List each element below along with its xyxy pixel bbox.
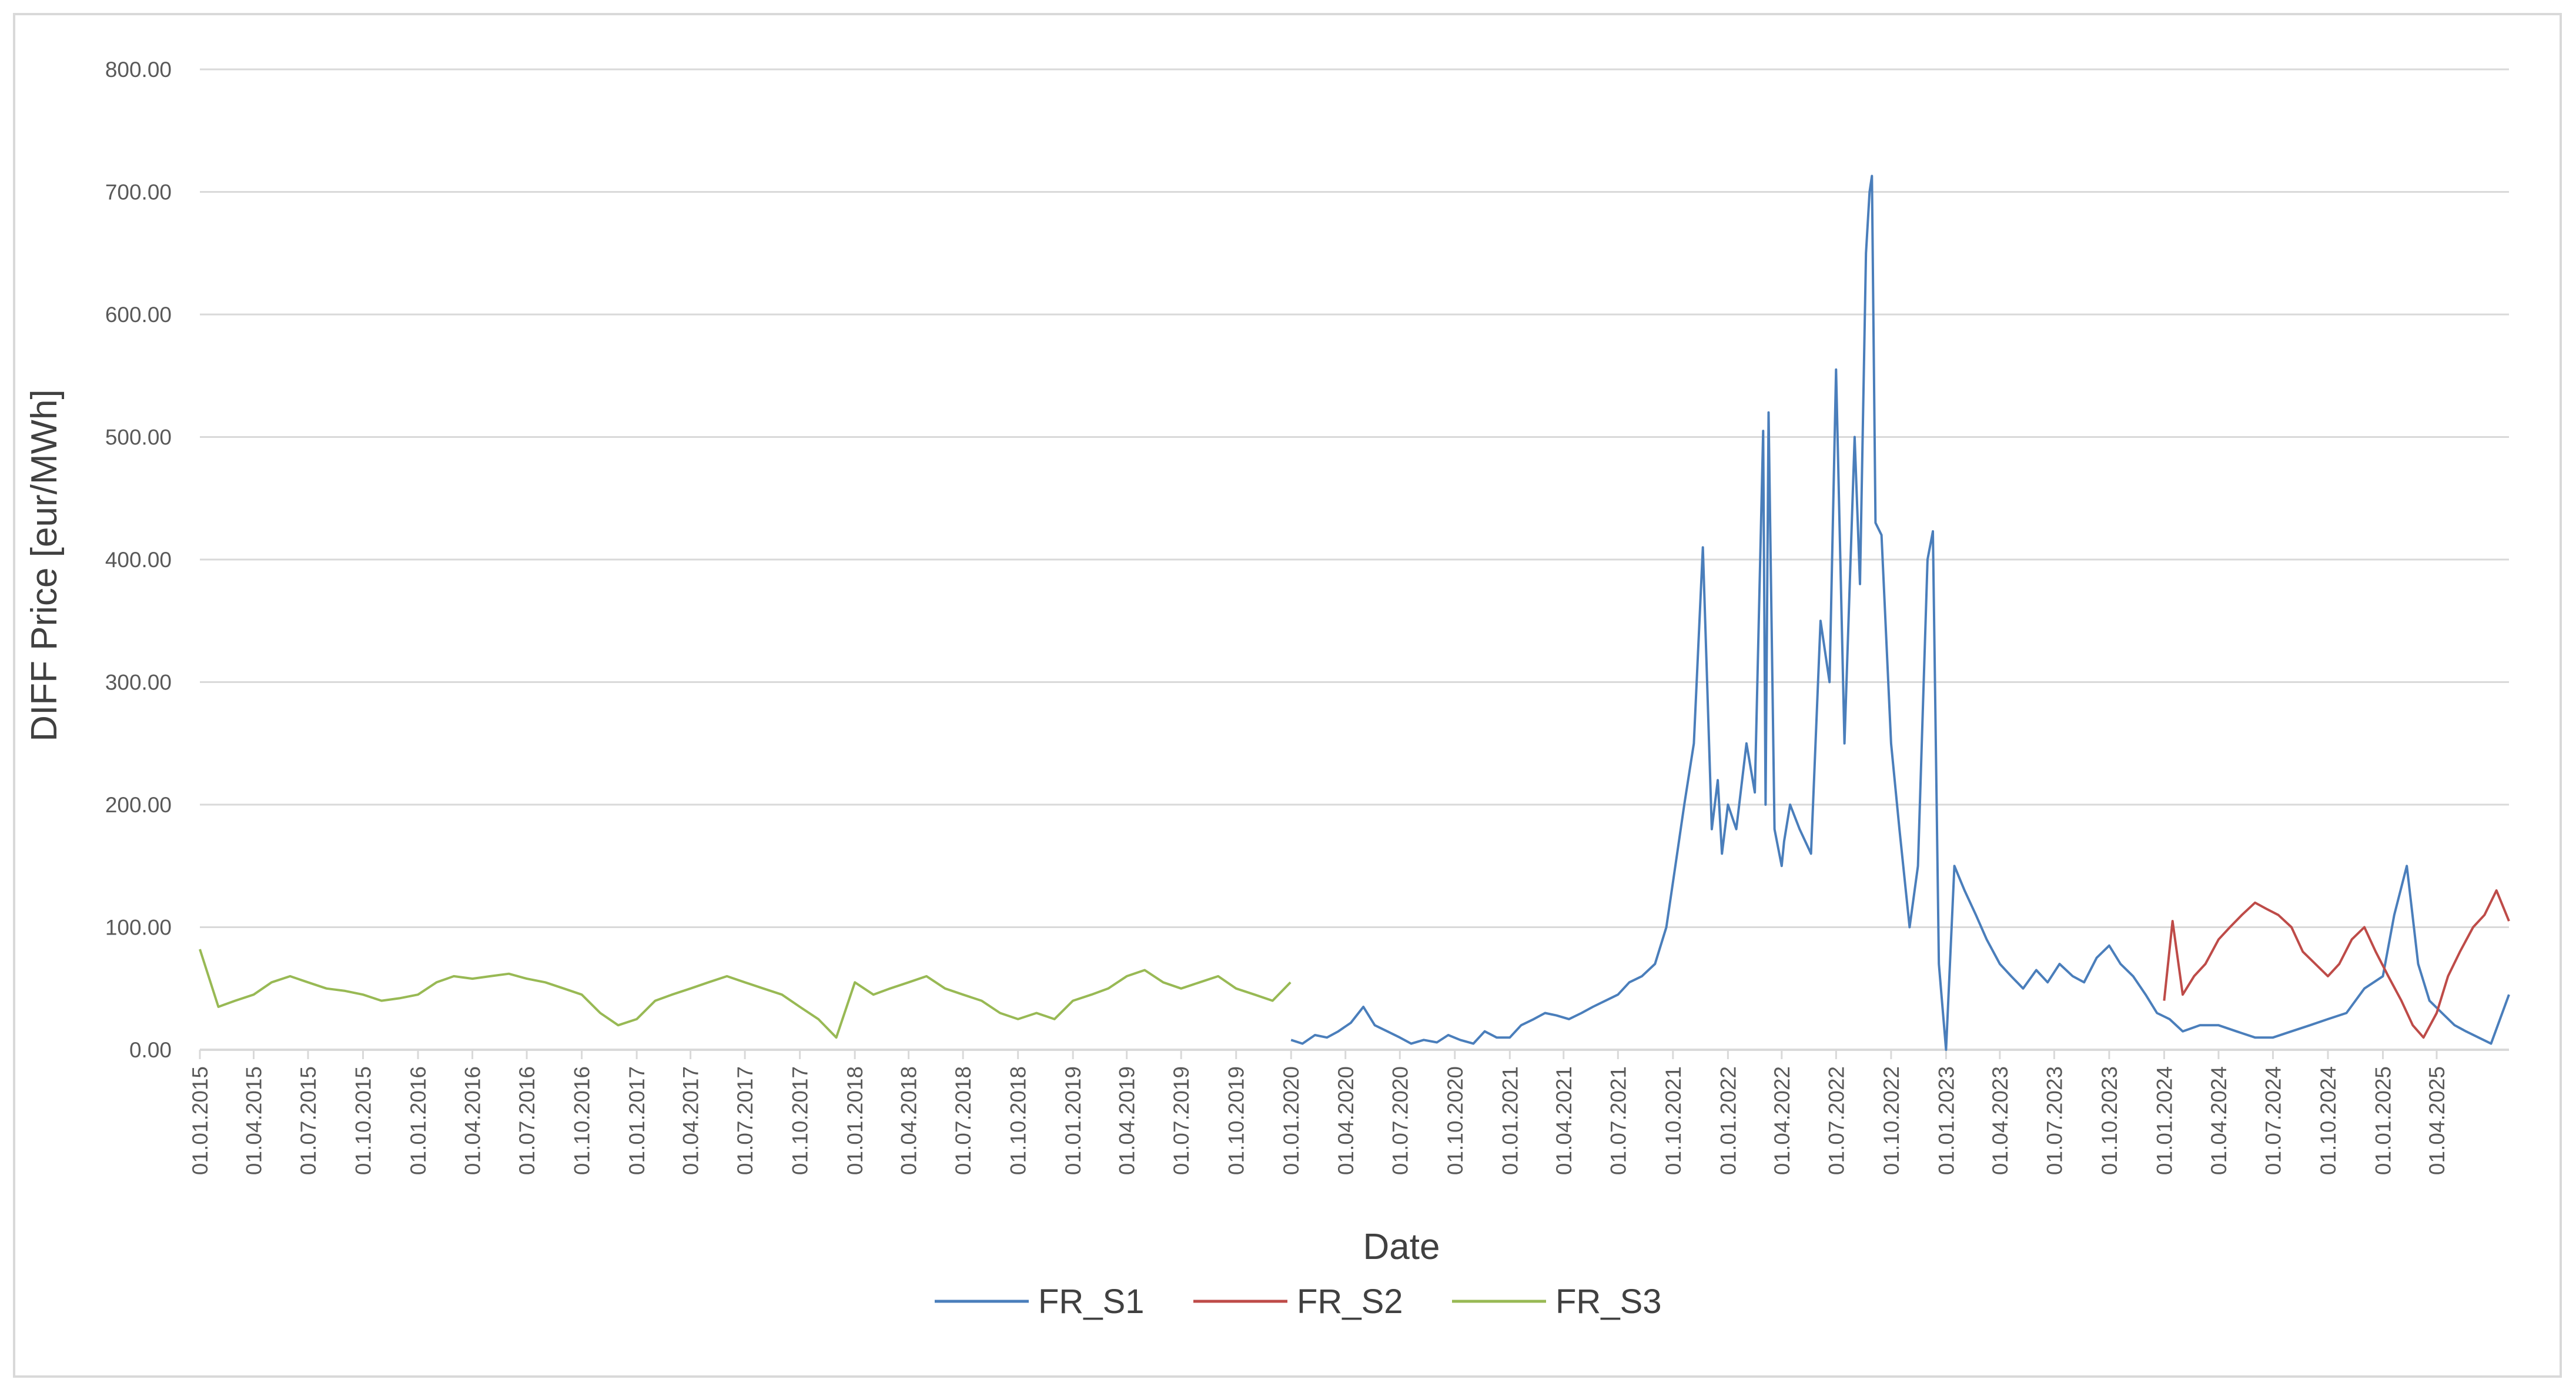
- x-tick-label: 01.10.2016: [570, 1066, 594, 1175]
- x-tick-label: 01.07.2016: [515, 1066, 539, 1175]
- x-tick-label: 01.04.2023: [1988, 1066, 2012, 1175]
- x-tick-label: 01.07.2019: [1169, 1066, 1193, 1175]
- x-tick-label: 01.04.2020: [1334, 1066, 1358, 1175]
- legend-label-fr-s1: FR_S1: [1038, 1283, 1145, 1321]
- y-tick-label: 300.00: [105, 671, 172, 695]
- x-tick-label: 01.07.2021: [1606, 1066, 1630, 1175]
- x-tick-label: 01.04.2019: [1115, 1066, 1139, 1175]
- x-tick-label: 01.01.2019: [1061, 1066, 1085, 1175]
- x-tick-label: 01.04.2024: [2207, 1066, 2231, 1175]
- x-tick-label: 01.04.2018: [897, 1066, 921, 1175]
- gridlines: [200, 68, 2509, 928]
- x-tick-label: 01.10.2020: [1443, 1066, 1467, 1175]
- x-tick-label: 01.01.2020: [1279, 1066, 1303, 1175]
- x-tick-label: 01.10.2019: [1225, 1066, 1249, 1175]
- x-tick-label: 01.01.2022: [1716, 1066, 1740, 1175]
- legend-label-fr-s2: FR_S2: [1297, 1283, 1403, 1321]
- x-tick-label: 01.01.2023: [1934, 1066, 1958, 1175]
- x-tick-label: 01.10.2023: [2097, 1066, 2122, 1175]
- x-tick-label: 01.04.2016: [461, 1066, 485, 1175]
- x-tick-label: 01.07.2015: [296, 1066, 320, 1175]
- x-tick-label: 01.07.2023: [2042, 1066, 2066, 1175]
- x-tick-label: 01.04.2015: [242, 1066, 266, 1175]
- x-tick-label: 01.07.2024: [2261, 1066, 2285, 1175]
- y-tick-label: 0.00: [129, 1038, 172, 1062]
- y-tick-label: 700.00: [105, 180, 172, 205]
- y-axis-title: DIFF Price [eur/MWh]: [24, 389, 65, 741]
- x-tick-label: 01.04.2022: [1770, 1066, 1794, 1175]
- x-tick-label: 01.10.2017: [788, 1066, 812, 1175]
- y-tick-label: 200.00: [105, 793, 172, 817]
- y-axis-ticks: 0.00 100.00 200.00 300.00 400.00 500.00 600.00…: [105, 58, 172, 1062]
- y-tick-label: 600.00: [105, 303, 172, 327]
- chart-frame: [13, 13, 2562, 1378]
- x-tick-label: 01.04.2021: [1552, 1066, 1576, 1175]
- x-tick-label: 01.04.2017: [679, 1066, 703, 1175]
- x-tick-label: 01.07.2017: [733, 1066, 757, 1175]
- series-line-fr-s1: [1290, 175, 2510, 1051]
- y-tick-label: 100.00: [105, 916, 172, 940]
- y-tick-label: 500.00: [105, 426, 172, 450]
- y-tick-label: 800.00: [105, 58, 172, 82]
- x-tick-label: 01.10.2022: [1879, 1066, 1903, 1175]
- x-tick-label: 01.10.2024: [2316, 1066, 2340, 1175]
- x-tick-label: 01.10.2021: [1661, 1066, 1685, 1175]
- series-line-fr-s2: [2163, 889, 2510, 1039]
- x-axis-title: Date: [1363, 1227, 1440, 1267]
- x-tick-label: 01.01.2024: [2152, 1066, 2176, 1175]
- series-lines: [199, 175, 2510, 1051]
- x-tick-label: 01.07.2022: [1824, 1066, 1848, 1175]
- x-tick-label: 01.01.2017: [625, 1066, 649, 1175]
- y-tick-label: 400.00: [105, 548, 172, 572]
- x-tick-label: 01.10.2015: [352, 1066, 376, 1175]
- legend: FR_S1 FR_S2 FR_S3: [935, 1283, 1662, 1321]
- x-tick-label: 01.01.2021: [1498, 1066, 1522, 1175]
- x-tick-label: 01.07.2020: [1388, 1066, 1412, 1175]
- x-tick-label: 01.01.2015: [188, 1066, 212, 1175]
- x-tick-label: 01.01.2025: [2371, 1066, 2396, 1175]
- x-tick-label: 01.01.2016: [406, 1066, 430, 1175]
- x-tick-label: 01.04.2025: [2425, 1066, 2449, 1175]
- legend-label-fr-s3: FR_S3: [1555, 1283, 1662, 1321]
- x-tick-label: 01.10.2018: [1006, 1066, 1031, 1175]
- x-tick-label: 01.01.2018: [843, 1066, 867, 1175]
- x-tick-label: 01.07.2018: [951, 1066, 975, 1175]
- series-line-fr-s3: [199, 949, 1292, 1039]
- x-axis-ticks: 01.01.2015 01.04.2015 01.07.2015 01.10.2015…: [188, 1050, 2449, 1175]
